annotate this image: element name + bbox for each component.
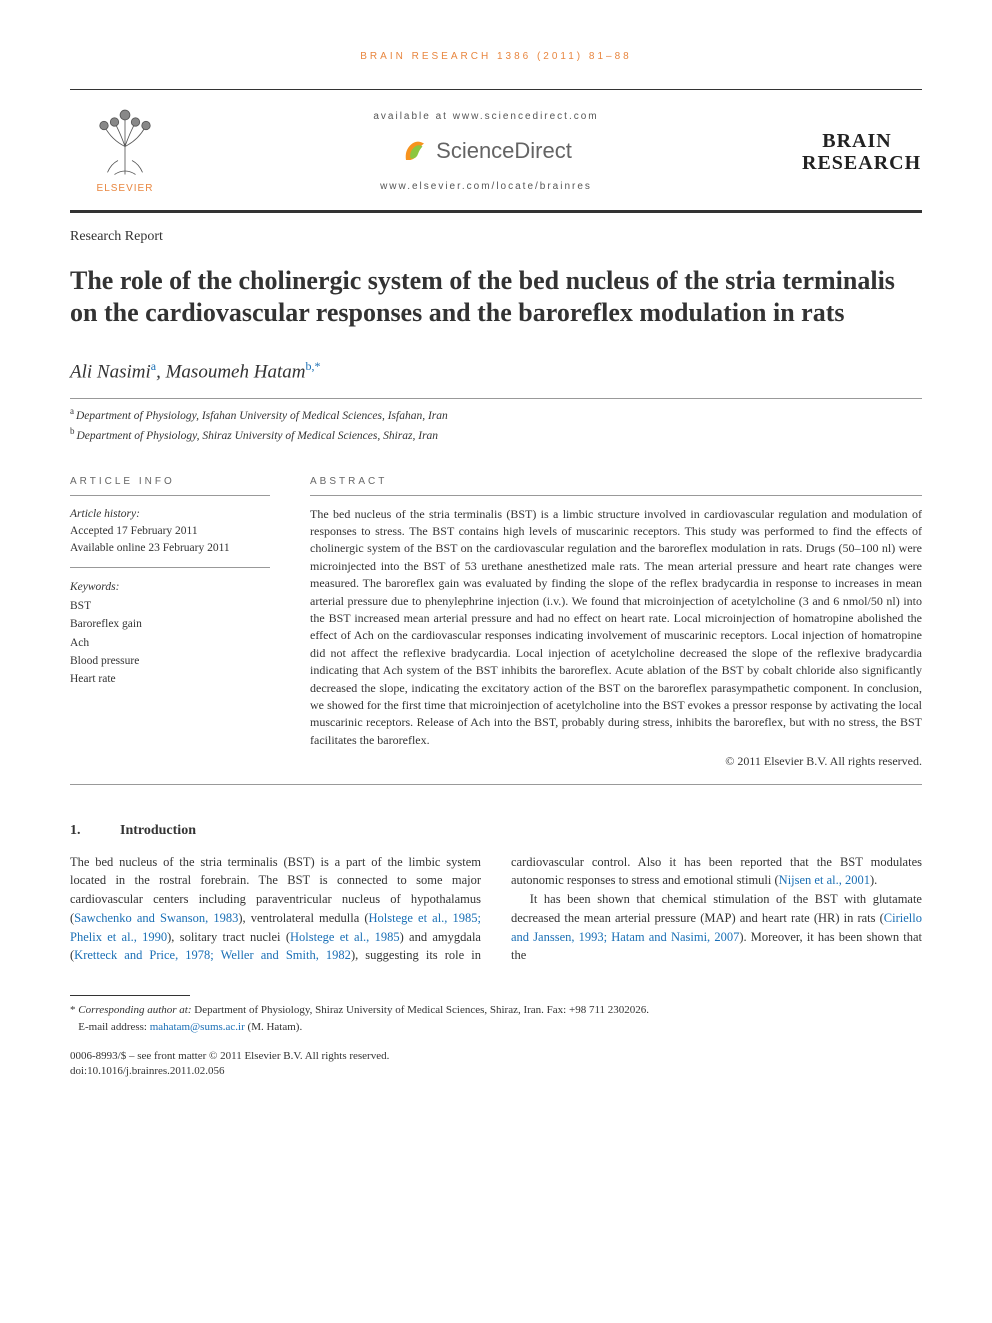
article-info-label: ARTICLE INFO <box>70 475 270 496</box>
abstract-text: The bed nucleus of the stria terminalis … <box>310 506 922 749</box>
author-2: Masoumeh Hatam <box>166 361 306 382</box>
footnote-rule <box>70 995 190 996</box>
corr-text: Department of Physiology, Shiraz Univers… <box>192 1004 650 1016</box>
info-abstract-row: ARTICLE INFO Article history: Accepted 1… <box>70 475 922 785</box>
author-1: Ali Nasimi <box>70 361 151 382</box>
citation-link[interactable]: Kretteck and Price, 1978; Weller and Smi… <box>74 948 351 962</box>
article-type: Research Report <box>70 227 922 247</box>
citation-link[interactable]: Sawchenko and Swanson, 1983 <box>74 911 238 925</box>
email-link[interactable]: mahatam@sums.ac.ir <box>150 1021 245 1033</box>
elsevier-logo-block: ELSEVIER <box>80 108 170 196</box>
text-run: ), ventrolateral medulla ( <box>238 911 368 925</box>
citation-link[interactable]: Holstege et al., 1985 <box>290 930 400 944</box>
journal-url: www.elsevier.com/locate/brainres <box>380 180 592 194</box>
text-run: ). <box>870 873 877 887</box>
journal-header: ELSEVIER available at www.sciencedirect.… <box>70 89 922 213</box>
keyword: Ach <box>70 634 270 652</box>
keyword: Heart rate <box>70 670 270 688</box>
keyword: Baroreflex gain <box>70 615 270 633</box>
section-1-title: Introduction <box>120 823 196 838</box>
doi: doi:10.1016/j.brainres.2011.02.056 <box>70 1064 922 1079</box>
affil-a-sup: a <box>70 406 74 416</box>
section-1-number: 1. <box>70 821 120 841</box>
corr-label: Corresponding author at: <box>78 1004 191 1016</box>
intro-para-2: It has been shown that chemical stimulat… <box>511 890 922 965</box>
author-2-corresponding[interactable]: * <box>314 359 320 373</box>
available-at-text: available at www.sciencedirect.com <box>373 110 598 124</box>
author-1-affil[interactable]: a <box>151 359 156 373</box>
affil-a-text: Department of Physiology, Isfahan Univer… <box>76 409 448 421</box>
history-header: Article history: <box>70 506 270 523</box>
text-run: It has been shown that chemical stimulat… <box>511 892 922 925</box>
issn-copyright: 0006-8993/$ – see front matter © 2011 El… <box>70 1049 922 1064</box>
article-history: Article history: Accepted 17 February 20… <box>70 506 270 569</box>
authors: Ali Nasimia, Masoumeh Hatamb,* <box>70 358 922 399</box>
citation-link[interactable]: Nijsen et al., 2001 <box>779 873 870 887</box>
abstract-label: ABSTRACT <box>310 475 922 496</box>
journal-name-line1: BRAIN <box>802 130 912 152</box>
sciencedirect-logo: ScienceDirect <box>400 136 572 167</box>
header-center: available at www.sciencedirect.com Scien… <box>170 110 802 195</box>
corr-marker: * <box>70 1004 76 1016</box>
sciencedirect-text: ScienceDirect <box>436 136 572 167</box>
elsevier-label: ELSEVIER <box>97 182 154 196</box>
bottom-info: 0006-8993/$ – see front matter © 2011 El… <box>70 1049 922 1080</box>
sciencedirect-icon <box>400 136 430 166</box>
email-label: E-mail address: <box>78 1021 149 1033</box>
online-date: Available online 23 February 2011 <box>70 540 270 557</box>
elsevier-tree-icon <box>90 108 160 178</box>
keyword: BST <box>70 597 270 615</box>
article-info-column: ARTICLE INFO Article history: Accepted 1… <box>70 475 270 770</box>
article-title: The role of the cholinergic system of th… <box>70 265 922 330</box>
corresponding-author-note: * Corresponding author at: Department of… <box>70 1002 922 1019</box>
email-who: (M. Hatam). <box>245 1021 302 1033</box>
affiliation-a: aDepartment of Physiology, Isfahan Unive… <box>70 405 922 425</box>
affiliations: aDepartment of Physiology, Isfahan Unive… <box>70 405 922 445</box>
running-head: BRAIN RESEARCH 1386 (2011) 81–88 <box>70 50 922 64</box>
journal-logo: BRAIN RESEARCH <box>802 130 912 174</box>
affiliation-b: bDepartment of Physiology, Shiraz Univer… <box>70 425 922 445</box>
keywords-header: Keywords: <box>70 578 270 596</box>
footnotes: * Corresponding author at: Department of… <box>70 1002 922 1035</box>
affil-b-sup: b <box>70 426 75 436</box>
keyword: Blood pressure <box>70 652 270 670</box>
keywords-block: Keywords: BST Baroreflex gain Ach Blood … <box>70 578 270 688</box>
section-1-heading: 1.Introduction <box>70 821 922 841</box>
affil-b-text: Department of Physiology, Shiraz Univers… <box>77 429 439 441</box>
accepted-date: Accepted 17 February 2011 <box>70 523 270 540</box>
body-text: The bed nucleus of the stria terminalis … <box>70 853 922 966</box>
abstract-copyright: © 2011 Elsevier B.V. All rights reserved… <box>310 753 922 770</box>
abstract-column: ABSTRACT The bed nucleus of the stria te… <box>310 475 922 770</box>
text-run: ), solitary tract nuclei ( <box>167 930 290 944</box>
journal-name-line2: RESEARCH <box>802 152 912 174</box>
email-note: E-mail address: mahatam@sums.ac.ir (M. H… <box>70 1019 922 1036</box>
